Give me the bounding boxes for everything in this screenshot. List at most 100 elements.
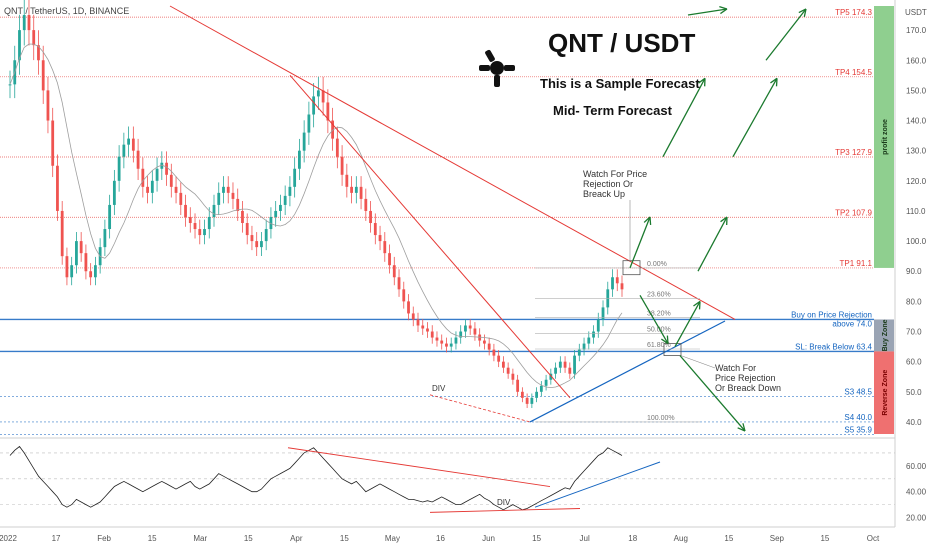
arrow-down-to-buy-head <box>661 338 669 345</box>
fib-label-0: 0.00% <box>647 261 667 268</box>
level-label-8: S4 40.0 <box>844 413 872 422</box>
level-label-2: TP3 127.9 <box>835 148 872 157</box>
arrow-tp4-b-head <box>770 77 778 84</box>
candle-body <box>483 340 486 344</box>
candle-body <box>260 241 263 248</box>
level-label-5: Buy on Price Rejection <box>791 310 872 319</box>
candle-body <box>587 337 591 344</box>
candle-body <box>160 162 164 169</box>
y-tick-90: 90.0 <box>906 267 922 276</box>
y-tick-80: 80.0 <box>906 297 922 306</box>
candle-body <box>525 397 529 404</box>
candle-body <box>245 223 249 236</box>
candle-body <box>573 355 576 374</box>
y-tick-70: 70.0 <box>906 328 922 337</box>
candle-body <box>307 114 311 133</box>
candle-body <box>79 241 83 254</box>
candle-body <box>84 253 88 272</box>
candle-body <box>596 319 600 332</box>
zone-label-1: Buy Zone <box>882 319 889 351</box>
arrow-down-to-buy <box>639 295 669 344</box>
top-note-line3: Breack Up <box>583 189 625 199</box>
candle-body <box>93 265 97 278</box>
rsi-tick-20: 20.00 <box>906 514 927 523</box>
candle-body <box>193 223 197 230</box>
candle-body <box>103 229 107 248</box>
qnt-logo-icon <box>479 49 515 87</box>
rsi-support-line <box>534 461 661 508</box>
candle-body <box>279 204 282 211</box>
candle-body <box>321 90 325 103</box>
candle-body <box>615 277 619 284</box>
bottom-note-line3: Or Breack Down <box>715 383 781 393</box>
candle-body <box>378 235 382 242</box>
y-tick-40: 40.0 <box>906 418 922 427</box>
candle-body <box>37 45 40 61</box>
candle-body <box>136 150 140 169</box>
candle-body <box>108 204 112 230</box>
candle-body <box>302 132 306 151</box>
level-label-3: TP2 107.9 <box>835 208 872 217</box>
x-tick-6: Apr <box>290 534 303 543</box>
candle-body <box>445 343 448 347</box>
rsi-tick-60: 60.00 <box>906 462 927 471</box>
level-label-6: SL: Break Below 63.4 <box>795 342 872 351</box>
price-divergence-line <box>429 394 531 423</box>
candle-body <box>464 325 467 332</box>
div-label-rsi: DIV <box>497 498 511 507</box>
candle-body <box>255 241 259 248</box>
x-tick-2: Feb <box>97 534 111 543</box>
arrow-breakdown <box>679 355 746 432</box>
candle-body <box>335 138 339 157</box>
x-tick-16: Sep <box>770 534 785 543</box>
candle-body <box>392 265 396 278</box>
candle-body <box>70 265 74 278</box>
y-tick-60: 60.0 <box>906 358 922 367</box>
reverse-zone-box <box>874 351 894 434</box>
arrow-top-b-head <box>803 8 807 17</box>
candle-body <box>516 379 520 392</box>
page-title: QNT / USDT <box>548 28 695 58</box>
y-tick-130: 130.0 <box>906 147 927 156</box>
candle-body <box>487 343 491 350</box>
level-label2-5: above 74.0 <box>832 319 872 328</box>
candle-body <box>511 373 515 380</box>
fib-label-4: 61.80% <box>647 342 671 349</box>
y-tick-140: 140.0 <box>906 117 927 126</box>
arrow-top-b <box>765 8 807 61</box>
candle-body <box>554 367 557 374</box>
candle-body <box>75 241 78 266</box>
x-tick-18: Oct <box>867 534 880 543</box>
candle-body <box>316 90 320 97</box>
candle-body <box>203 229 206 236</box>
div-label-price: DIV <box>432 384 446 393</box>
candle-body <box>207 216 211 230</box>
level-label-1: TP4 154.5 <box>835 68 872 77</box>
top-note-line2: Rejection Or <box>583 179 633 189</box>
bottom-note-leader <box>680 355 716 369</box>
candle-body <box>179 192 183 205</box>
arrow-tp4-a <box>662 78 706 158</box>
bottom-note-line2: Price Rejection <box>715 373 776 383</box>
x-tick-3: 15 <box>148 534 157 543</box>
level-label-7: S3 48.5 <box>844 387 872 396</box>
candle-body <box>331 120 335 139</box>
top-note-line1: Watch For Price <box>583 169 647 179</box>
candle-body <box>165 162 168 175</box>
candle-body <box>222 186 225 193</box>
candle-body <box>65 256 69 278</box>
candle-body <box>241 210 244 224</box>
candle-body <box>454 337 458 344</box>
bottom-note-line1: Watch For <box>715 363 756 373</box>
candle-body <box>411 313 415 320</box>
y-tick-150: 150.0 <box>906 86 927 95</box>
fib-label-3: 50.00% <box>647 326 671 333</box>
candle-body <box>340 156 344 175</box>
candle-body <box>582 343 586 350</box>
x-tick-1: 17 <box>52 534 61 543</box>
x-tick-12: Jul <box>580 534 590 543</box>
candle-body <box>606 289 610 308</box>
candle-body <box>563 361 567 368</box>
candle-body <box>421 325 425 329</box>
candle-body <box>297 150 301 169</box>
